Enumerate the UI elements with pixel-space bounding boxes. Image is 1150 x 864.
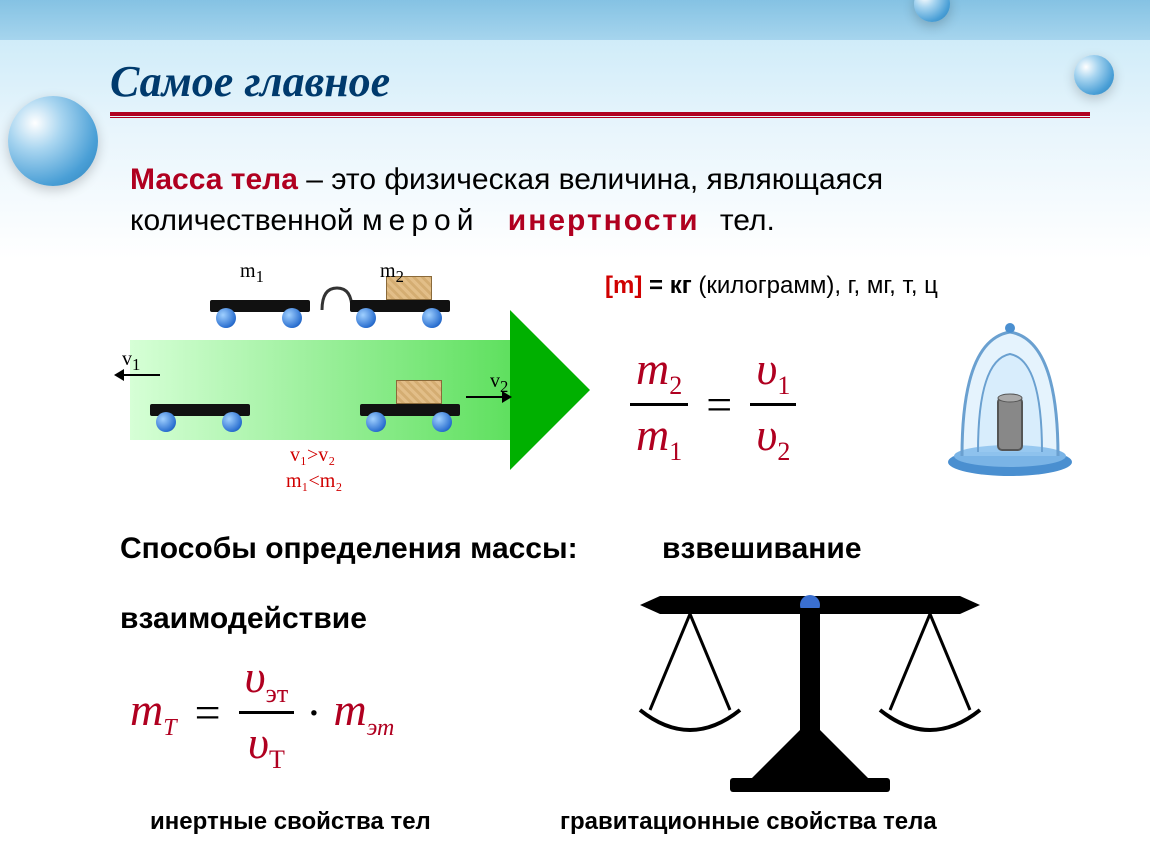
spring-icon (320, 286, 354, 312)
definition-text: Масса тела – это физическая величина, яв… (130, 160, 1080, 241)
v2-label: v2 (490, 370, 508, 397)
v1-label: v1 (122, 348, 140, 375)
page-title: Самое главное (110, 56, 390, 107)
inert-caption: инертные свойства тел (150, 808, 431, 836)
units-text: [m] = кг (килограмм), г, мг, т, ц (605, 272, 938, 300)
definition-term: Масса тела (130, 163, 298, 196)
balance-scales-icon (620, 580, 1000, 800)
cart-m1-top (210, 290, 310, 326)
rel-m: m₁<m₂ (286, 470, 342, 493)
methods-heading: Способы определения массы: (120, 532, 578, 566)
green-arrow-head (510, 310, 590, 470)
cart-m1-bottom (150, 394, 250, 430)
mass-velocity-ratio-formula: m2 m1 = υ1 υ2 (630, 342, 796, 467)
load-block (396, 380, 442, 404)
rel-v: v₁>v₂ (290, 444, 335, 467)
m2-label: m2 (380, 260, 404, 287)
decorative-sphere (1074, 55, 1114, 95)
header-band (0, 0, 1150, 40)
definition-inert: инертности (508, 204, 700, 237)
reference-kilogram-icon (940, 300, 1080, 480)
grav-caption: гравитационные свойства тела (560, 808, 937, 836)
cart-m2-top (350, 290, 450, 326)
mass-interaction-formula: mT = υэт υT · mэт (130, 650, 394, 775)
decorative-sphere (8, 96, 98, 186)
title-underline (110, 112, 1090, 116)
m1-label: m1 (240, 260, 264, 287)
weighing-heading: взвешивание (662, 532, 862, 566)
title-underline-thin (110, 117, 1090, 118)
collision-diagram: m1 m2 v1 v2 v₁>v₂ m₁<m₂ (130, 260, 590, 500)
interaction-heading: взаимодействие (120, 602, 367, 636)
cart-m2-bottom (360, 394, 460, 430)
